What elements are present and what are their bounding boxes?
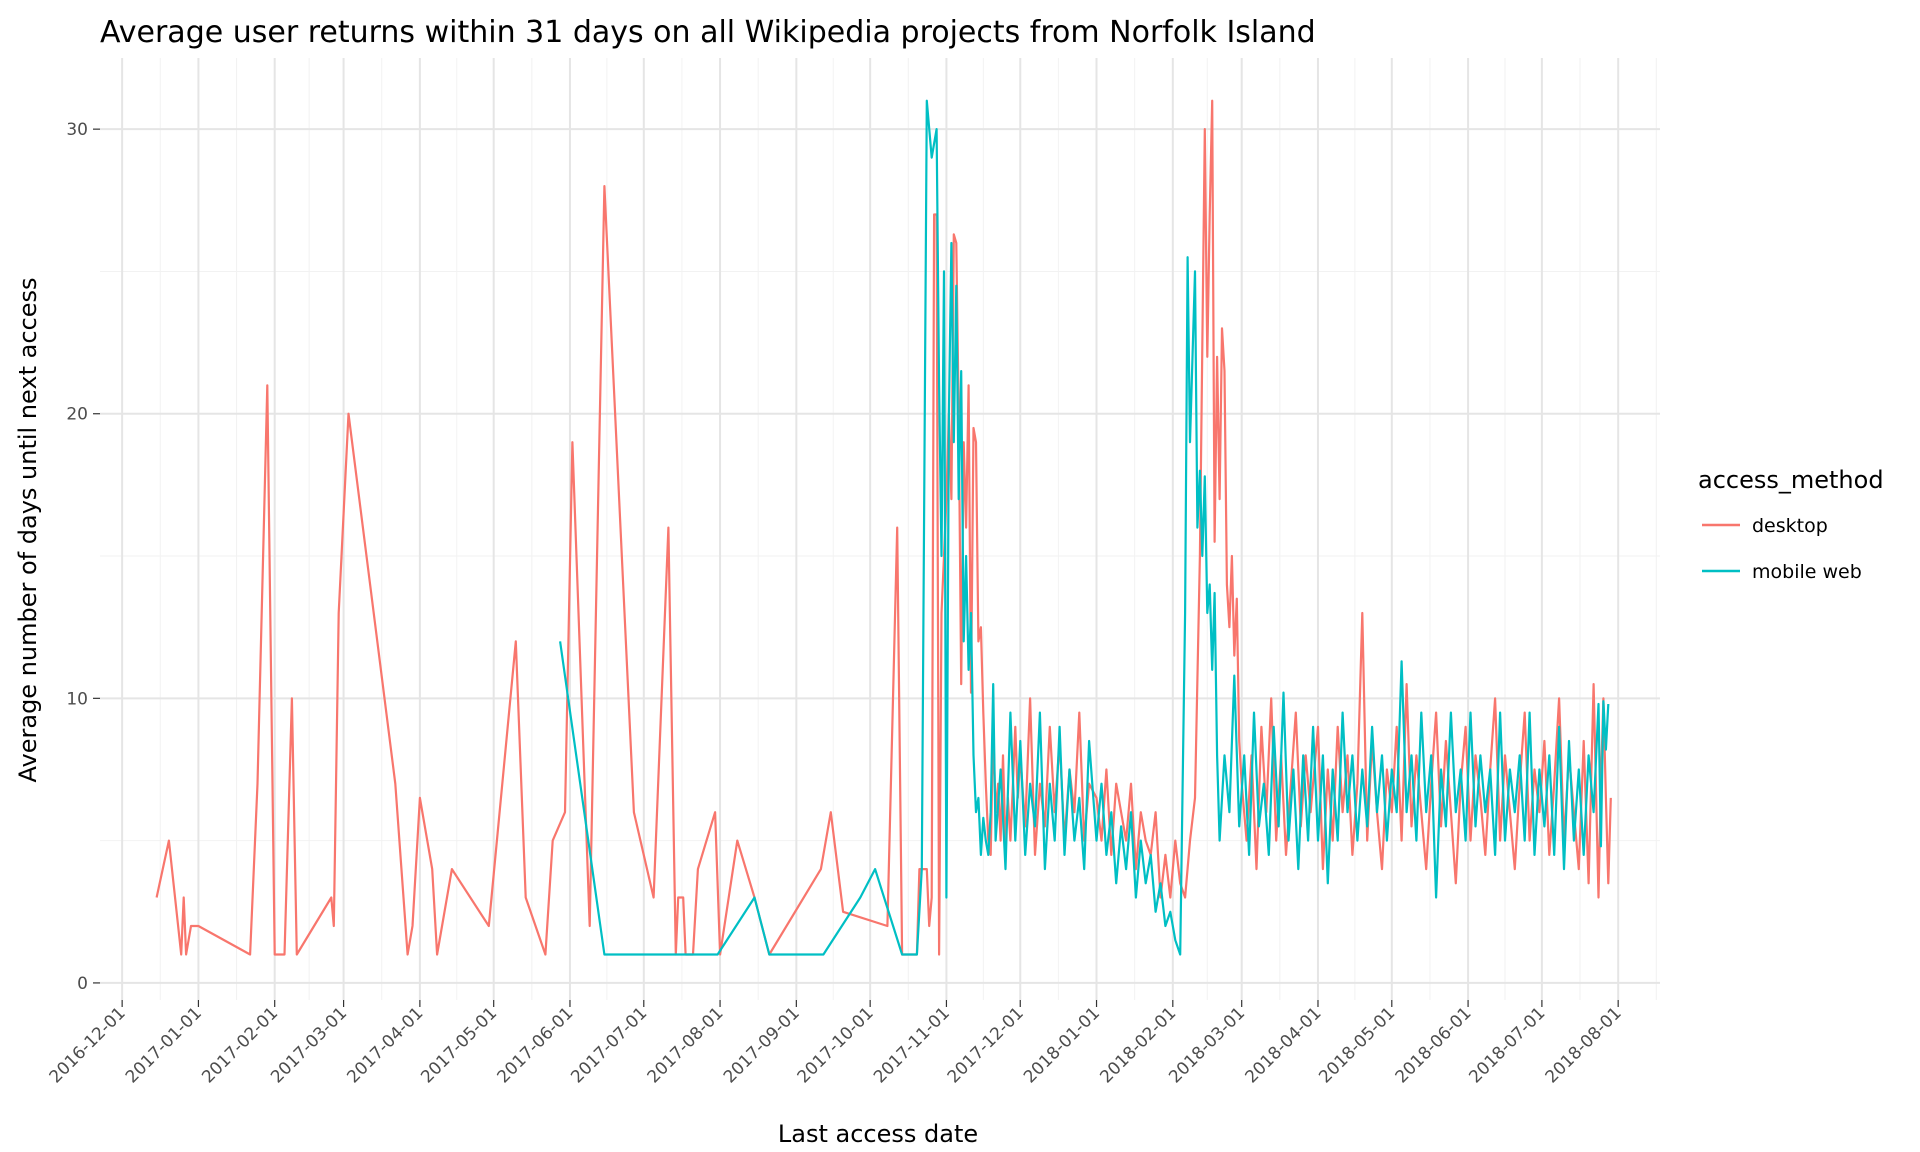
y-tick-label: 20 <box>66 405 88 425</box>
y-axis-title: Average number of days until next access <box>14 278 42 783</box>
legend: access_method desktop mobile web <box>1698 466 1884 583</box>
series-line-mobile-web <box>559 99 1610 956</box>
x-axis-title: Last access date <box>778 1120 978 1148</box>
y-tick-label: 0 <box>77 974 88 994</box>
chart-title: Average user returns within 31 days on a… <box>100 15 1316 50</box>
series-lines <box>155 99 1612 956</box>
legend-label-desktop: desktop <box>1752 515 1828 537</box>
legend-label-mobile-web: mobile web <box>1752 561 1862 583</box>
y-tick-label: 10 <box>66 689 88 709</box>
legend-title: access_method <box>1698 466 1884 494</box>
y-tick-label: 30 <box>66 120 88 140</box>
